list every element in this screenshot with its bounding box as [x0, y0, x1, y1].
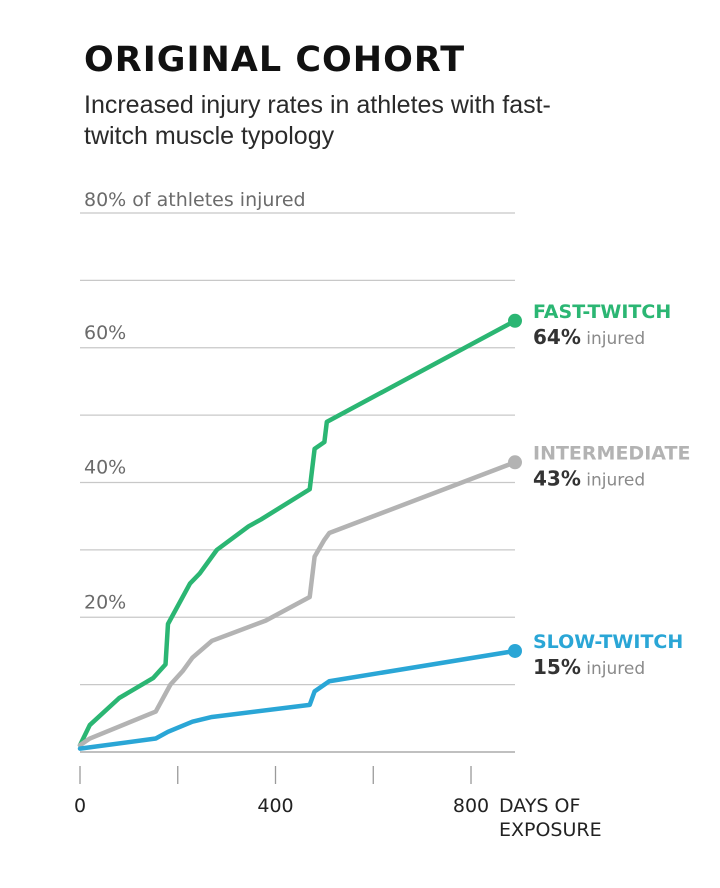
series-value-label: 15% injured: [533, 655, 645, 679]
series-end-marker: [508, 313, 522, 328]
series-name-label: FAST-TWITCH: [533, 301, 671, 323]
x-tick-label: 800: [453, 795, 489, 817]
series-line: [77, 460, 518, 748]
series-lines: [77, 313, 522, 751]
series-end-marker: [508, 455, 522, 470]
x-axis-label: DAYS OF: [499, 795, 580, 817]
y-tick-label: 40%: [84, 457, 126, 479]
series-line: [77, 648, 518, 751]
x-tick-label: 400: [257, 795, 293, 817]
x-tick-label: 0: [74, 795, 86, 817]
chart-subtitle: Increased injury rates in athletes with …: [84, 91, 551, 150]
series-line: [77, 318, 518, 748]
series-end-marker: [508, 643, 522, 658]
y-tick-label: 20%: [84, 591, 126, 613]
y-axis-label: 80% of athletes injured: [84, 189, 306, 211]
x-axis-label: EXPOSURE: [499, 819, 602, 841]
series-name-label: INTERMEDIATE: [533, 442, 690, 464]
gridlines: 20% 40% 60%: [80, 212, 515, 753]
series-value-label: 43% injured: [533, 466, 645, 490]
series-name-label: SLOW-TWITCH: [533, 631, 683, 653]
y-tick-label: 60%: [84, 322, 126, 344]
chart-title: ORIGINAL COHORT: [84, 40, 466, 80]
series-value-label: 64% injured: [533, 325, 645, 349]
